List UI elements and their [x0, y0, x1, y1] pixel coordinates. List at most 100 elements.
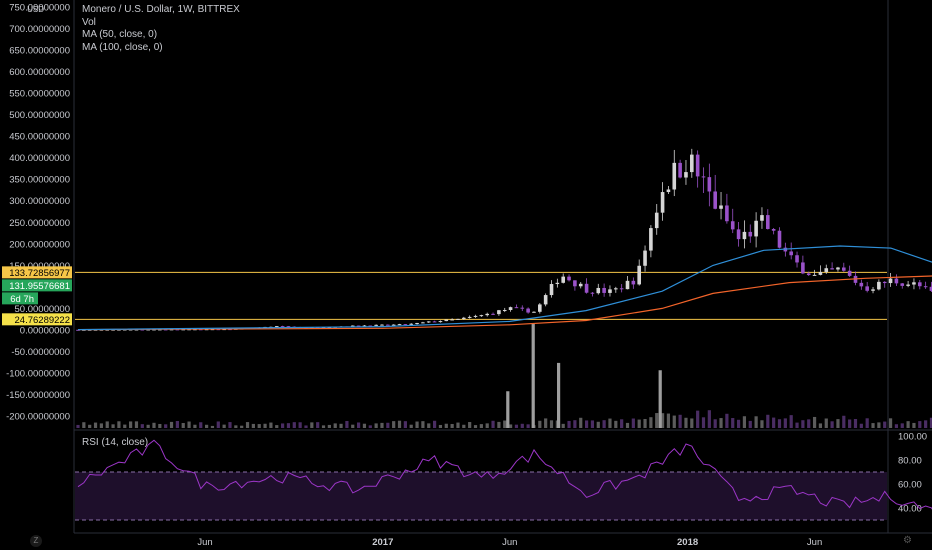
- candle-body: [660, 192, 665, 213]
- candle-body: [695, 154, 700, 177]
- study-vol[interactable]: Vol: [82, 16, 96, 28]
- candle-body: [187, 329, 191, 331]
- candle-body: [701, 176, 706, 178]
- candle-body: [158, 329, 162, 331]
- candle-body: [280, 326, 285, 328]
- candle-body: [923, 286, 928, 288]
- candle-body: [356, 325, 361, 327]
- candle-body: [350, 325, 355, 327]
- candle-body: [608, 289, 612, 293]
- volume-bar: [479, 424, 483, 428]
- volume-bar: [690, 418, 694, 428]
- volume-bar: [210, 425, 215, 428]
- volume-bar: [362, 423, 367, 428]
- candle-body: [391, 324, 396, 326]
- volume-bar: [924, 420, 928, 428]
- volume-bar: [912, 422, 916, 428]
- candle-body: [824, 268, 829, 272]
- volume-bar: [649, 417, 653, 428]
- timezone-button[interactable]: Z: [30, 535, 42, 547]
- candle-body: [520, 307, 525, 309]
- ma100-line: [77, 275, 932, 331]
- candle-body: [450, 319, 454, 321]
- candle-body: [502, 310, 507, 312]
- volume-bar: [275, 425, 279, 428]
- volume-bar: [427, 423, 431, 428]
- candle-body: [760, 215, 764, 221]
- volume-bar: [824, 418, 828, 428]
- candle-body: [596, 287, 601, 294]
- candle-body: [485, 313, 490, 316]
- volume-bar: [766, 414, 770, 428]
- volume-bar: [228, 422, 232, 428]
- price-tick-label: 150.00000000: [9, 261, 70, 272]
- price-tick-label: 200.00000000: [9, 239, 70, 250]
- candle-body: [374, 324, 378, 326]
- volume-bar: [485, 423, 489, 428]
- volume-bar: [245, 422, 250, 428]
- rsi-legend[interactable]: RSI (14, close): [82, 437, 149, 448]
- candle-body: [929, 286, 932, 291]
- volume-spike: [557, 362, 561, 428]
- time-tick-label: 2018: [677, 537, 698, 548]
- close-price-badge-bg: [2, 266, 72, 279]
- price-tick-label: 450.00000000: [9, 132, 70, 143]
- candle-body: [841, 267, 846, 271]
- candle-body: [193, 329, 197, 331]
- candle-body: [128, 329, 133, 331]
- volume-bar: [450, 423, 454, 428]
- candle-body: [93, 329, 98, 331]
- volume-bar: [234, 425, 238, 428]
- candle-body: [567, 276, 571, 281]
- volume-bar: [772, 417, 776, 428]
- price-tick-label: 550.00000000: [9, 88, 70, 99]
- candles: [76, 148, 932, 331]
- candle-body: [637, 265, 641, 285]
- settings-gear-icon[interactable]: ⚙: [903, 535, 912, 546]
- volume-bar: [655, 413, 659, 428]
- candle-body: [690, 154, 694, 173]
- study-ma50[interactable]: MA (50, close, 0): [82, 29, 158, 40]
- candle-body: [894, 278, 899, 284]
- study-ma100[interactable]: MA (100, close, 0): [82, 41, 163, 53]
- candle-body: [584, 283, 589, 293]
- candle-body: [304, 327, 308, 329]
- candle-body: [830, 268, 834, 270]
- candle-body: [666, 189, 671, 193]
- candle-body: [725, 205, 729, 222]
- volume-bar: [736, 419, 741, 428]
- candle-body: [719, 205, 723, 209]
- volume-bar: [526, 424, 530, 428]
- volume-bar: [123, 424, 127, 428]
- volume-bar: [918, 421, 922, 428]
- volume-bar: [614, 420, 618, 428]
- candle-body: [654, 212, 659, 229]
- candle-body: [380, 324, 384, 326]
- candle-body: [421, 322, 425, 324]
- volume-bar: [93, 422, 98, 428]
- rsi-line: [77, 439, 932, 510]
- candle-body: [882, 281, 887, 284]
- candle-body: [871, 289, 875, 291]
- candle-body: [625, 280, 630, 290]
- candle-body: [549, 284, 554, 296]
- volume-bar: [304, 425, 308, 428]
- volume-bar: [380, 422, 384, 428]
- candle-body: [175, 329, 180, 331]
- candle-body: [514, 307, 519, 309]
- volume-bar: [672, 415, 676, 428]
- candle-body: [467, 316, 472, 318]
- volume-bar: [906, 421, 910, 428]
- volume-bar: [269, 422, 273, 428]
- candle-body: [386, 324, 390, 326]
- candle-body: [82, 329, 86, 331]
- candle-body: [87, 329, 92, 331]
- candle-body: [491, 313, 495, 315]
- volume-bar: [257, 424, 261, 428]
- volume-bar: [620, 419, 624, 428]
- volume-bar: [146, 424, 150, 428]
- candle-body: [742, 231, 747, 240]
- volume-bar: [719, 418, 723, 428]
- candle-body: [643, 250, 647, 266]
